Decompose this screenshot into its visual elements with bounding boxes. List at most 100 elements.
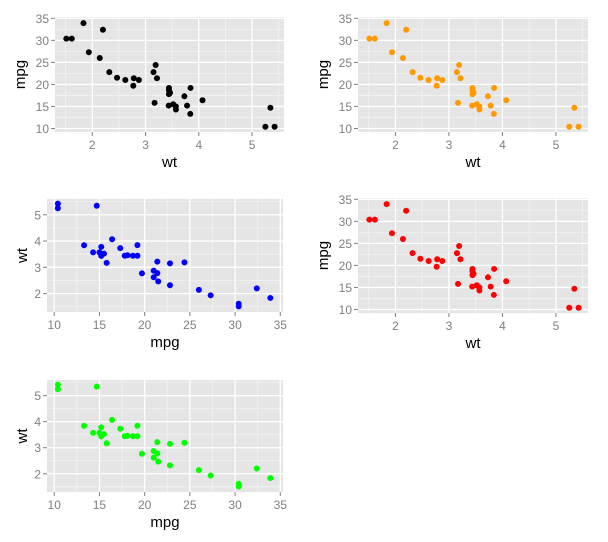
data-point <box>469 283 476 290</box>
y-tick-label: 15 <box>339 281 353 295</box>
x-tick-label: 15 <box>93 498 107 512</box>
data-point <box>490 291 497 298</box>
data-point <box>103 259 110 266</box>
data-point <box>165 91 172 98</box>
y-tick-label: 25 <box>339 56 353 70</box>
data-point <box>129 433 136 440</box>
data-point <box>81 242 88 249</box>
data-point <box>199 97 206 104</box>
x-tick-label: 2 <box>392 138 399 152</box>
data-point <box>155 458 162 465</box>
data-point <box>109 236 116 243</box>
data-point <box>155 278 162 285</box>
data-point <box>383 20 390 27</box>
data-point <box>81 422 88 429</box>
data-point <box>571 285 578 292</box>
data-point <box>98 243 105 250</box>
data-point <box>399 235 406 242</box>
data-point <box>388 230 395 237</box>
plot-background <box>47 199 283 312</box>
y-axis-title: mpg <box>12 60 29 89</box>
data-point <box>150 69 157 76</box>
data-point <box>172 103 179 110</box>
chart-panel-bottom-left: 10 15 20 25 30 35 2 3 4 5 mpg wt <box>14 380 287 531</box>
data-point <box>68 35 75 42</box>
x-tick-label: 4 <box>499 319 506 333</box>
data-point <box>166 260 173 267</box>
data-point <box>491 265 498 272</box>
data-point <box>184 102 191 109</box>
data-point <box>138 450 145 457</box>
x-axis-title: wt <box>161 154 178 171</box>
data-point <box>366 35 373 42</box>
data-point <box>181 439 188 446</box>
data-point <box>456 243 463 250</box>
data-point <box>566 304 573 311</box>
data-point <box>434 256 441 263</box>
data-point <box>371 35 378 42</box>
y-axis-title: mpg <box>315 241 332 270</box>
data-point <box>469 102 476 109</box>
plot-background <box>55 17 284 132</box>
x-tick-label: 4 <box>195 138 202 152</box>
data-point <box>93 202 100 209</box>
x-tick-label: 3 <box>446 138 453 152</box>
data-point <box>154 270 161 277</box>
data-point <box>403 26 410 33</box>
data-point <box>106 69 113 76</box>
x-tick-label: 3 <box>142 138 149 152</box>
data-point <box>165 102 172 109</box>
x-axis-title: wt <box>465 154 482 171</box>
y-tick-label: 30 <box>36 34 50 48</box>
x-tick-label: 30 <box>228 498 242 512</box>
data-point <box>267 475 274 482</box>
data-point <box>417 74 424 81</box>
data-point <box>571 104 578 111</box>
y-tick-label: 2 <box>34 287 41 301</box>
data-point <box>388 49 395 56</box>
data-point <box>575 304 582 311</box>
data-point <box>96 249 103 256</box>
data-point <box>96 429 103 436</box>
data-point <box>434 75 441 82</box>
x-axis-title: mpg <box>150 514 179 531</box>
data-point <box>134 242 141 249</box>
data-point <box>166 440 173 447</box>
plot-background <box>47 380 283 492</box>
data-point <box>433 263 440 270</box>
data-point <box>122 77 129 84</box>
data-point <box>134 433 141 440</box>
data-point <box>54 200 61 207</box>
data-point <box>433 82 440 89</box>
data-point <box>181 93 188 100</box>
data-point <box>487 102 494 109</box>
y-tick-label: 35 <box>339 193 353 207</box>
data-point <box>575 123 582 130</box>
y-tick-label: 30 <box>339 34 353 48</box>
x-tick-label: 4 <box>499 138 506 152</box>
data-point <box>417 255 424 262</box>
x-tick-label: 35 <box>274 318 288 332</box>
x-tick-label: 20 <box>138 498 152 512</box>
data-point <box>195 467 202 474</box>
data-point <box>267 294 274 301</box>
y-tick-label: 2 <box>34 467 41 481</box>
data-point <box>187 110 194 117</box>
data-point <box>457 256 464 263</box>
y-axis-title: wt <box>14 428 31 445</box>
data-point <box>469 84 476 91</box>
y-axis-title: mpg <box>315 60 332 89</box>
data-point <box>453 69 460 76</box>
data-point <box>138 270 145 277</box>
x-tick-label: 20 <box>138 318 152 332</box>
data-point <box>54 205 61 212</box>
data-point <box>476 284 483 291</box>
data-point <box>90 429 97 436</box>
data-point <box>150 274 157 281</box>
y-tick-label: 5 <box>34 389 41 403</box>
y-tick-label: 3 <box>34 441 41 455</box>
data-point <box>453 250 460 257</box>
data-point <box>109 416 116 423</box>
data-point <box>491 84 498 91</box>
